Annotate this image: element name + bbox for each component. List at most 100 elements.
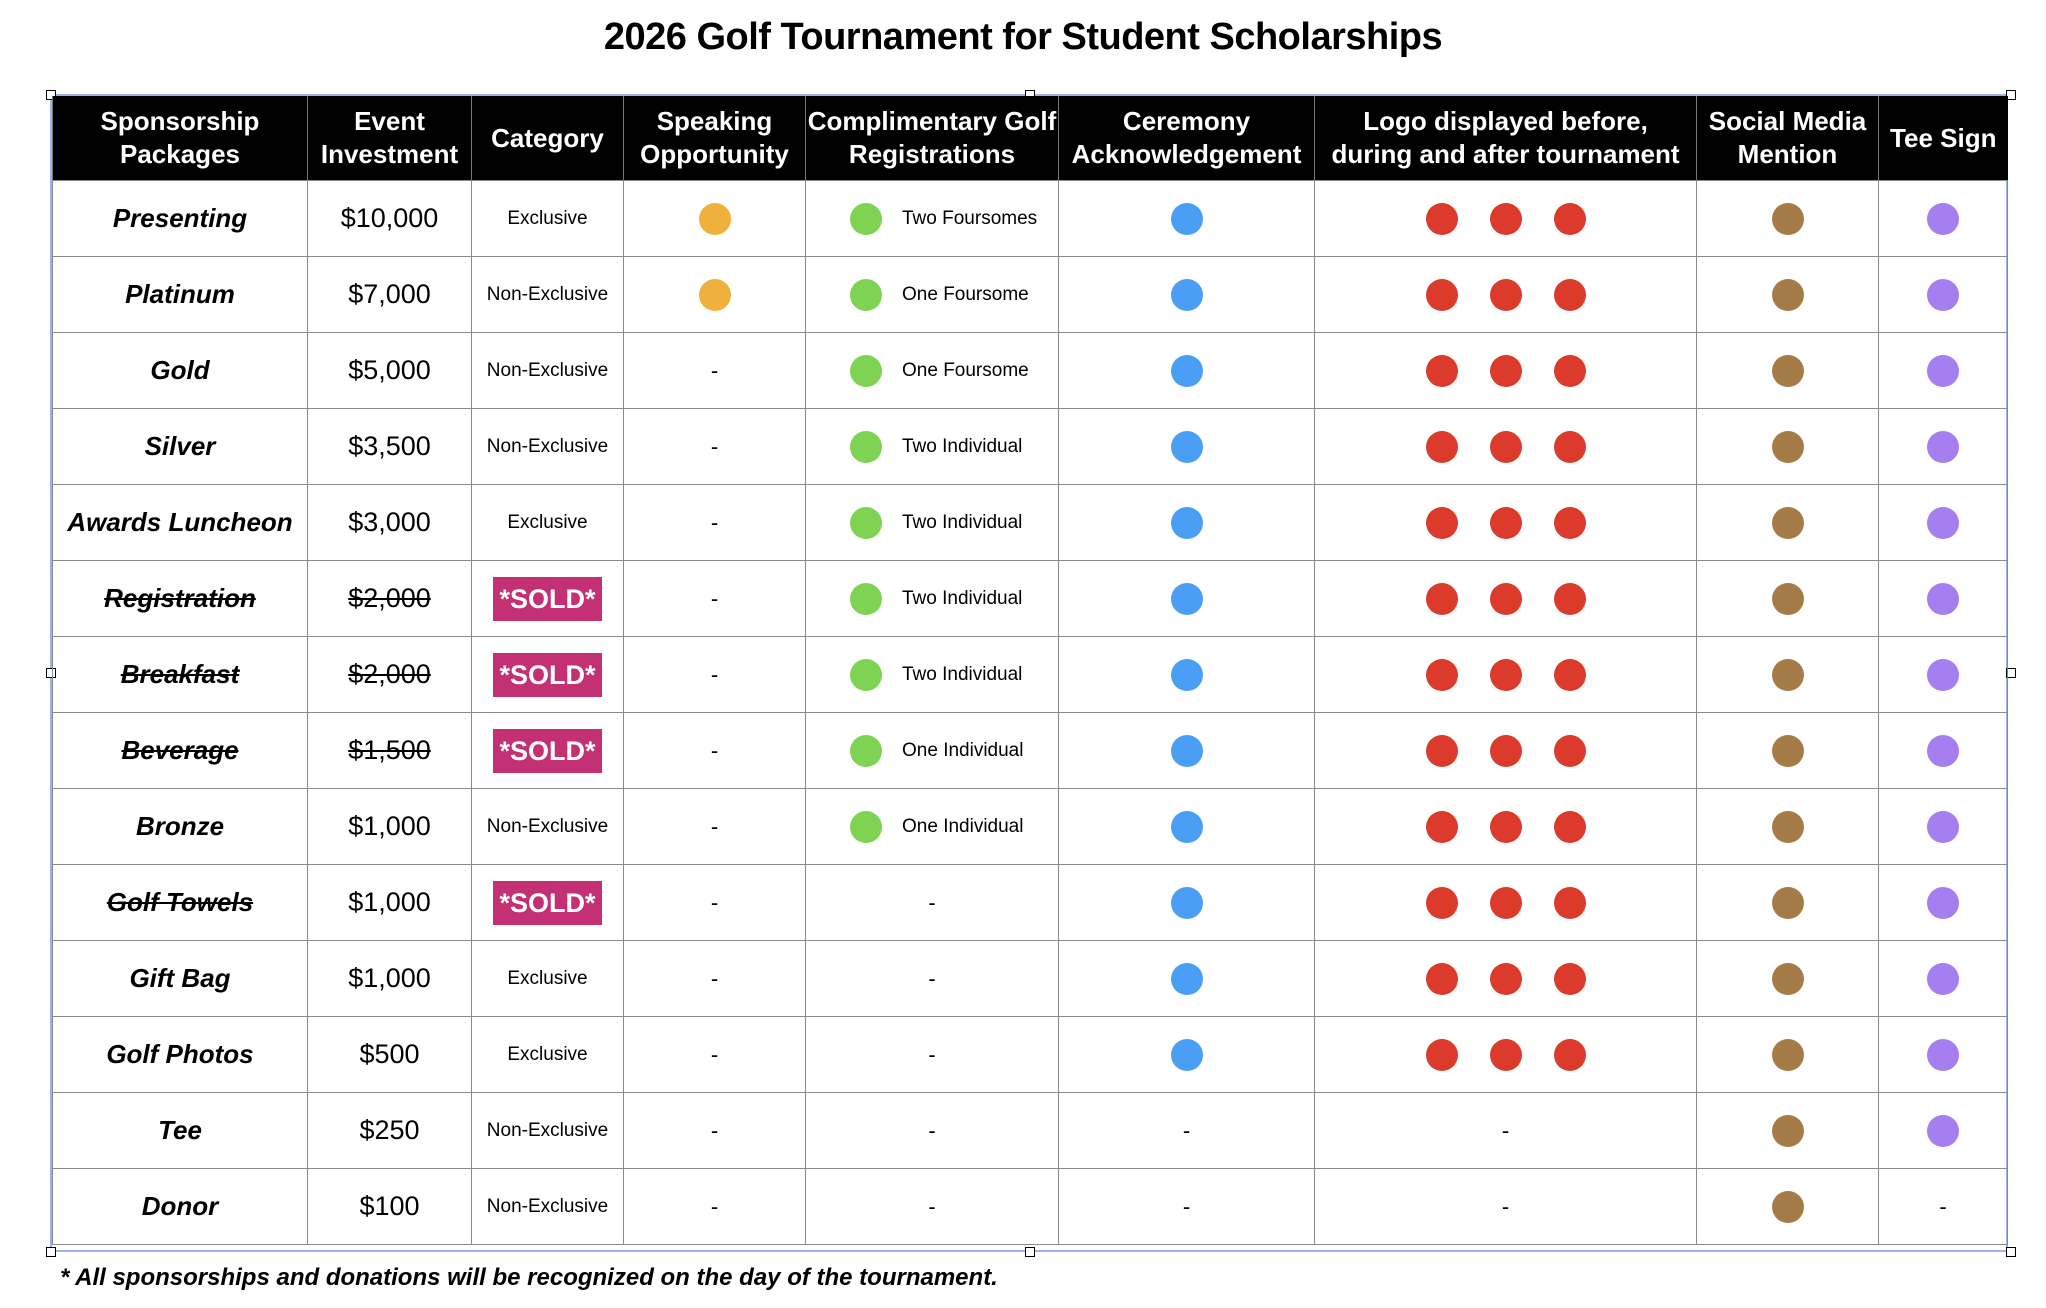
resize-handle-tl[interactable] [46, 90, 56, 100]
golf-registration: Two Individual [806, 582, 1058, 615]
tee-dot-icon [1927, 202, 1959, 235]
ceremony-dot-icon [1170, 430, 1203, 463]
investment-amount: $10,000 [340, 203, 439, 233]
social-dot-icon [1771, 430, 1804, 463]
investment-amount: $1,000 [348, 963, 431, 993]
logo-dots [1315, 1038, 1696, 1071]
resize-handle-tr[interactable] [2006, 90, 2016, 100]
golf-registrations-cell: - [805, 864, 1059, 941]
table-row: Beverage $1,500 *SOLD* - One Individual [52, 712, 2008, 789]
table-row: Breakfast $2,000 *SOLD* - Two Individual [52, 636, 2008, 713]
golf-dot-icon [850, 506, 882, 539]
package-name: Donor [141, 1191, 219, 1221]
investment-amount: $500 [359, 1039, 420, 1069]
table-row: Awards Luncheon $3,000 Exclusive - Two Indiv… [52, 484, 2008, 561]
resize-handle-bl[interactable] [46, 1247, 56, 1257]
tee-sign-cell [1878, 788, 2008, 865]
tee-sign-cell [1878, 180, 2008, 257]
logo-dot-icon [1489, 582, 1522, 615]
social-media-cell [1696, 560, 1879, 637]
table-row: Donor $100 Non-Exclusive - - - - - [52, 1168, 2008, 1245]
investment-amount: $2,000 [348, 583, 431, 613]
empty-dash: - [710, 1041, 719, 1067]
ceremony-cell [1058, 712, 1315, 789]
category-label: Non-Exclusive [486, 435, 609, 457]
logo-dots [1315, 202, 1696, 235]
header-logo: Logo displayed before, during and after … [1314, 96, 1697, 181]
tee-sign-cell [1878, 256, 2008, 333]
social-dot-icon [1771, 354, 1804, 387]
logo-dot-icon [1489, 202, 1522, 235]
investment-amount: $5,000 [348, 355, 431, 385]
logo-dot-icon [1553, 354, 1586, 387]
category-label: Non-Exclusive [486, 1195, 609, 1217]
category-cell: Exclusive [471, 940, 624, 1017]
logo-cell [1314, 484, 1697, 561]
investment-amount: $1,500 [348, 735, 431, 765]
social-dot-icon [1771, 506, 1804, 539]
resize-handle-br[interactable] [2006, 1247, 2016, 1257]
category-label: Non-Exclusive [486, 359, 609, 381]
logo-dots [1315, 658, 1696, 691]
logo-cell [1314, 636, 1697, 713]
logo-dot-icon [1425, 354, 1458, 387]
logo-dot-icon [1489, 278, 1522, 311]
package-cell: Bronze [52, 788, 308, 865]
category-label: Non-Exclusive [486, 283, 609, 305]
ceremony-dot-icon [1170, 354, 1203, 387]
logo-dot-icon [1489, 810, 1522, 843]
page-title: 2026 Golf Tournament for Student Scholar… [603, 16, 1443, 58]
category-cell: *SOLD* [471, 560, 624, 637]
empty-dash: - [710, 1117, 719, 1143]
header-row: Sponsorship Packages Event Investment Ca… [52, 96, 2008, 181]
golf-dot-icon [850, 734, 882, 767]
speaking-dot-icon [698, 278, 731, 311]
empty-dash: - [1501, 1117, 1510, 1143]
tee-dot-icon [1927, 886, 1959, 919]
package-cell: Gift Bag [52, 940, 308, 1017]
sold-badge: *SOLD* [493, 576, 602, 621]
speaking-cell: - [623, 712, 806, 789]
golf-registrations-cell: Two Individual [805, 484, 1059, 561]
empty-dash: - [710, 433, 719, 459]
golf-registrations-cell: One Foursome [805, 256, 1059, 333]
golf-dot-icon [850, 810, 882, 843]
tee-sign-cell [1878, 1016, 2008, 1093]
golf-registrations-cell: One Foursome [805, 332, 1059, 409]
resize-handle-bm[interactable] [1025, 1247, 1035, 1257]
logo-dots [1315, 354, 1696, 387]
investment-cell: $3,000 [307, 484, 472, 561]
investment-cell: $100 [307, 1168, 472, 1245]
table-row: Bronze $1,000 Non-Exclusive - One Individual [52, 788, 2008, 865]
golf-registration: One Individual [806, 734, 1058, 767]
table-row: Platinum $7,000 Non-Exclusive One Foursome [52, 256, 2008, 333]
ceremony-dot-icon [1170, 506, 1203, 539]
logo-dot-icon [1489, 506, 1522, 539]
golf-dot-icon [850, 354, 882, 387]
logo-dot-icon [1425, 886, 1458, 919]
golf-registration: Two Individual [806, 430, 1058, 463]
tee-sign-cell [1878, 712, 2008, 789]
golf-registration: One Individual [806, 810, 1058, 843]
logo-cell [1314, 1016, 1697, 1093]
speaking-cell [623, 180, 806, 257]
tee-dot-icon [1927, 430, 1959, 463]
category-cell: Non-Exclusive [471, 408, 624, 485]
tee-dot-icon [1927, 354, 1959, 387]
logo-dots [1315, 278, 1696, 311]
category-cell: Exclusive [471, 180, 624, 257]
logo-dot-icon [1489, 1038, 1522, 1071]
investment-cell: $5,000 [307, 332, 472, 409]
sold-badge: *SOLD* [493, 652, 602, 697]
investment-cell: $1,000 [307, 940, 472, 1017]
golf-registrations-cell: Two Individual [805, 408, 1059, 485]
category-label: Exclusive [507, 1043, 588, 1065]
table-row: Golf Photos $500 Exclusive - - [52, 1016, 2008, 1093]
tee-dot-icon [1927, 278, 1959, 311]
speaking-cell: - [623, 788, 806, 865]
ceremony-cell: - [1058, 1168, 1315, 1245]
package-name: Bronze [135, 811, 225, 841]
golf-registration-label: One Individual [902, 739, 1024, 761]
tee-dot-icon [1927, 1038, 1959, 1071]
empty-dash: - [710, 661, 719, 687]
